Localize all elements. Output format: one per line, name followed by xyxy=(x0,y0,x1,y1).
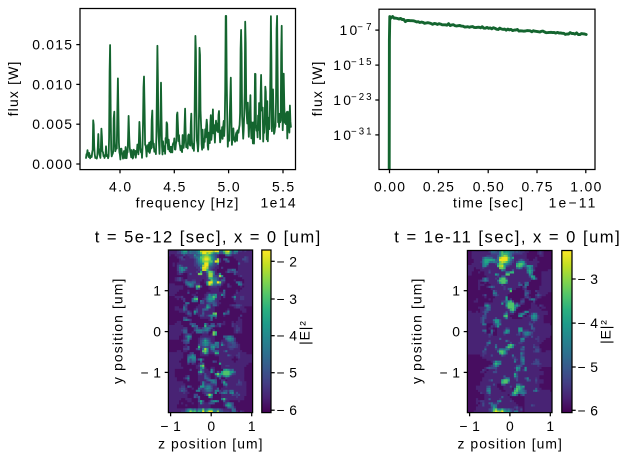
svg-text:flux [W]: flux [W] xyxy=(309,62,325,117)
svg-text:5.0: 5.0 xyxy=(218,178,240,194)
svg-text:0.015: 0.015 xyxy=(32,37,72,53)
svg-text:10: 10 xyxy=(333,127,351,143)
svg-text:flux [W]: flux [W] xyxy=(5,62,21,117)
svg-text:0.010: 0.010 xyxy=(32,76,72,92)
svg-text:−31: −31 xyxy=(351,127,372,138)
svg-text:10: 10 xyxy=(333,92,351,108)
svg-text:0.25: 0.25 xyxy=(423,178,454,194)
svg-text:10: 10 xyxy=(340,22,358,38)
svg-text:1.00: 1.00 xyxy=(570,178,601,194)
svg-text:0: 0 xyxy=(207,418,215,434)
svg-text:10: 10 xyxy=(333,57,351,73)
svg-text:t = 1e-11 [sec], x = 0 [um]: t = 1e-11 [sec], x = 0 [um] xyxy=(394,228,619,247)
svg-text:|E|²: |E|² xyxy=(598,320,614,344)
svg-text:time [sec]: time [sec] xyxy=(453,195,523,211)
svg-text:1: 1 xyxy=(248,418,256,434)
svg-text:0: 0 xyxy=(153,324,161,340)
svg-text:0.005: 0.005 xyxy=(32,116,72,132)
svg-text:4.0: 4.0 xyxy=(109,178,131,194)
svg-text:0.50: 0.50 xyxy=(473,178,504,194)
svg-text:1: 1 xyxy=(546,418,554,434)
svg-text:0.75: 0.75 xyxy=(522,178,553,194)
svg-text:−23: −23 xyxy=(351,92,372,103)
svg-text:y position [um]: y position [um] xyxy=(409,279,425,384)
svg-text:t = 5e-12 [sec], x = 0 [um]: t = 5e-12 [sec], x = 0 [um] xyxy=(95,228,320,247)
svg-text:5.5: 5.5 xyxy=(272,178,294,194)
svg-text:1: 1 xyxy=(153,283,161,299)
svg-text:1: 1 xyxy=(452,283,460,299)
svg-text:1e−11: 1e−11 xyxy=(549,195,596,211)
svg-text:z position [um]: z position [um] xyxy=(458,436,562,452)
svg-text:0: 0 xyxy=(506,418,514,434)
svg-text:0.000: 0.000 xyxy=(32,156,72,172)
svg-text:z position [um]: z position [um] xyxy=(158,436,262,452)
svg-text:y position [um]: y position [um] xyxy=(110,279,126,384)
svg-text:−15: −15 xyxy=(351,57,372,68)
svg-text:4.5: 4.5 xyxy=(163,178,185,194)
svg-text:0.00: 0.00 xyxy=(374,178,405,194)
svg-text:0: 0 xyxy=(452,324,460,340)
svg-text:frequency [Hz]: frequency [Hz] xyxy=(136,195,239,211)
svg-text:|E|²: |E|² xyxy=(297,321,313,345)
svg-text:1e14: 1e14 xyxy=(260,195,295,211)
